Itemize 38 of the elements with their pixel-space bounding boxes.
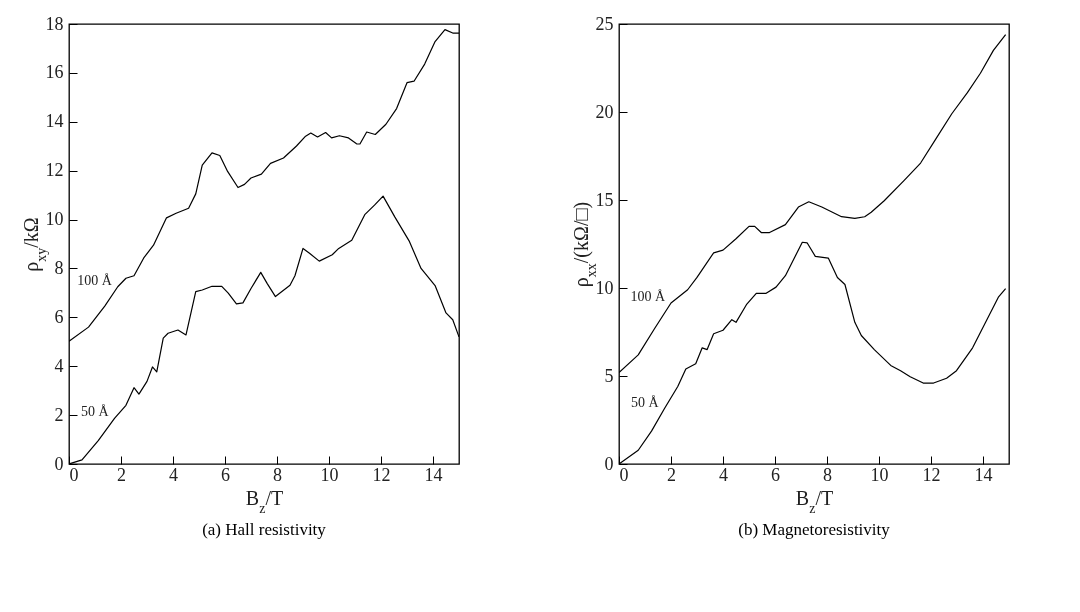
x-tick-label: 10 (870, 464, 889, 485)
x-tick-label: 14 (424, 464, 443, 485)
y-tick-label: 12 (45, 160, 64, 181)
y-tick-label: 10 (45, 209, 64, 230)
y-tick-label: 5 (604, 365, 614, 386)
y-tick-label: 14 (45, 111, 64, 132)
x-tick-label: 10 (320, 464, 339, 485)
x-tick-label: 12 (922, 464, 941, 485)
x-tick-label: 4 (719, 464, 728, 485)
y-tick-label: 4 (54, 355, 64, 376)
x-tick-label: 0 (619, 464, 629, 485)
y-tick-label: 20 (595, 101, 614, 122)
x-tick-label: 12 (372, 464, 391, 485)
y-tick-label: 8 (54, 257, 64, 278)
x-tick-label: 8 (273, 464, 282, 485)
y-tick-label: 10 (595, 277, 614, 298)
x-tick-label: 0 (69, 464, 79, 485)
series-label: 100 Å (630, 288, 666, 304)
x-tick-label: 14 (974, 464, 993, 485)
x-tick-label: 2 (667, 464, 676, 485)
series-label: 100 Å (77, 272, 113, 288)
text: (a) Hall resistivity (202, 520, 327, 539)
y-tick-label: 18 (45, 13, 64, 34)
x-tick-label: 8 (823, 464, 832, 485)
x-axis-title: B$_{z}$/T (245, 486, 284, 515)
y-tick-label: 2 (54, 404, 64, 425)
text: (b) Magnetoresistivity (738, 520, 891, 539)
x-tick-label: 6 (221, 464, 230, 485)
y-tick-label: 16 (45, 62, 64, 83)
x-tick-label: 4 (169, 464, 178, 485)
y-tick-label: 25 (595, 13, 614, 34)
series-label: 50 Å (80, 404, 110, 420)
y-tick-label: 6 (54, 306, 64, 327)
series-label: 50 Å (630, 394, 660, 410)
x-axis-title: B$_{z}$/T (795, 486, 834, 515)
y-tick-label: 15 (595, 189, 614, 210)
x-tick-label: 6 (771, 464, 780, 485)
x-tick-label: 2 (117, 464, 126, 485)
